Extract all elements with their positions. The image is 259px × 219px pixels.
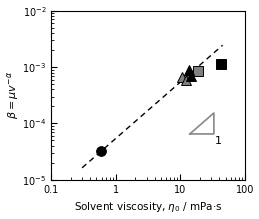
Text: 1: 1 [215,136,222,146]
X-axis label: Solvent viscosity, $\eta_0$ / mPa·s: Solvent viscosity, $\eta_0$ / mPa·s [74,200,222,214]
Y-axis label: $\beta = \mu v^{-\alpha}$: $\beta = \mu v^{-\alpha}$ [5,71,21,120]
